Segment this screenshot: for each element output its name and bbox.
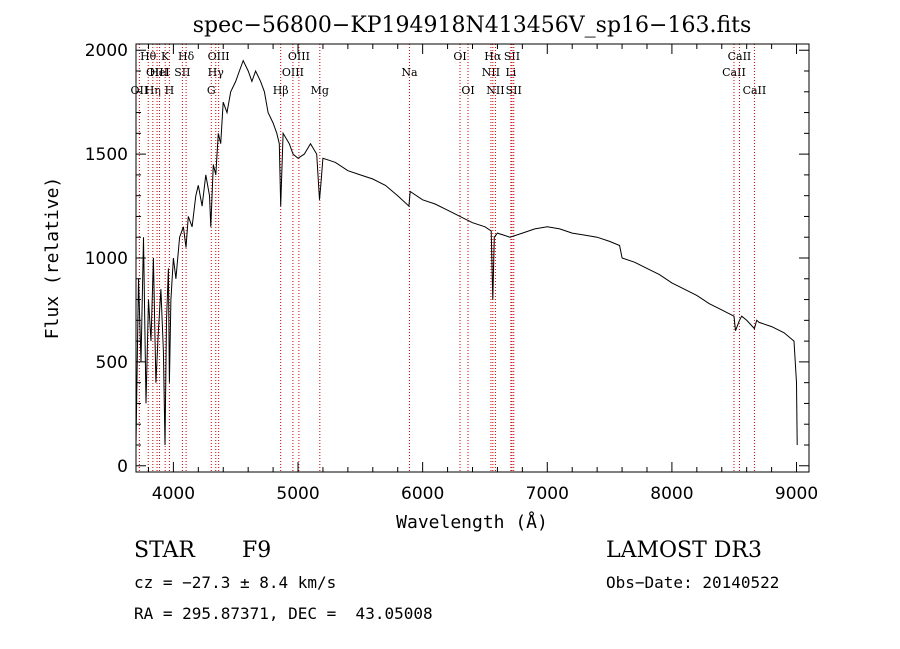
line-label-18: OI [461,84,474,97]
x-axis-label: Wavelength (Å) [396,511,548,533]
redshift-velocity: cz = −27.3 ± 8.4 km/s [134,573,337,592]
line-label-24: SII [506,84,522,97]
object-class: STAR [134,538,195,563]
line-label-1: Hθ [140,50,157,63]
line-label-6: H [165,84,175,97]
line-label-12: Hβ [273,84,289,97]
x-tick-label: 4000 [152,484,195,504]
y-axis-ticks: 0 500 1000 1500 2000 [85,41,809,477]
line-label-14: OIII [288,50,310,63]
y-tick-label: 1000 [85,249,128,269]
y-tick-label: 0 [117,457,128,477]
line-label-20: Hα [484,50,502,63]
object-subclass: F9 [242,538,272,563]
line-label-16: Na [401,66,418,79]
coordinates: RA = 295.87371, DEC = 43.05008 [134,604,433,623]
x-tick-label: 6000 [401,484,444,504]
line-label-15: Mg [311,84,329,97]
x-tick-label: 5000 [276,484,319,504]
line-label-21: NII [486,84,504,97]
observation-date: Obs−Date: 20140522 [606,573,780,592]
line-label-11: OIII [208,50,230,63]
y-axis-label: Flux (relative) [42,177,63,340]
y-tick-label: 500 [96,353,128,373]
line-label-2: Hη [145,84,161,97]
line-label-23: SII [504,50,520,63]
line-label-13: OIII [282,66,304,79]
line-label-4: HeI [149,66,169,79]
line-label-9: G [207,84,216,97]
chart-title: spec−56800−KP194918N413456V_sp16−163.fit… [193,13,752,38]
spectral-line-markers: OIIHθHηOIIIHeIKHSIIHδGHγOIIIHβOIIIOIIIMg… [131,44,767,472]
line-label-26: CaII [728,50,752,63]
line-label-5: K [161,50,170,63]
x-tick-label: 7000 [526,484,569,504]
y-tick-label: 1500 [85,145,128,165]
spectrum-series-line [135,59,798,446]
survey-release: LAMOST DR3 [606,538,762,563]
line-label-17: OI [453,50,466,63]
line-label-27: CaII [743,84,767,97]
x-axis-ticks: 4000 5000 6000 7000 8000 9000 [147,44,818,504]
line-label-19: NII [482,66,500,79]
x-tick-label: 8000 [650,484,693,504]
line-label-25: CaII [722,66,746,79]
line-label-10: Hγ [208,66,225,79]
y-tick-label: 2000 [85,41,128,61]
line-label-8: Hδ [178,50,195,63]
line-label-3: OIII [146,66,168,79]
plot-frame [135,43,810,473]
x-tick-label: 9000 [775,484,818,504]
line-label-0: OII [131,84,149,97]
line-label-22: Li [505,66,516,79]
line-label-7: SII [174,66,190,79]
